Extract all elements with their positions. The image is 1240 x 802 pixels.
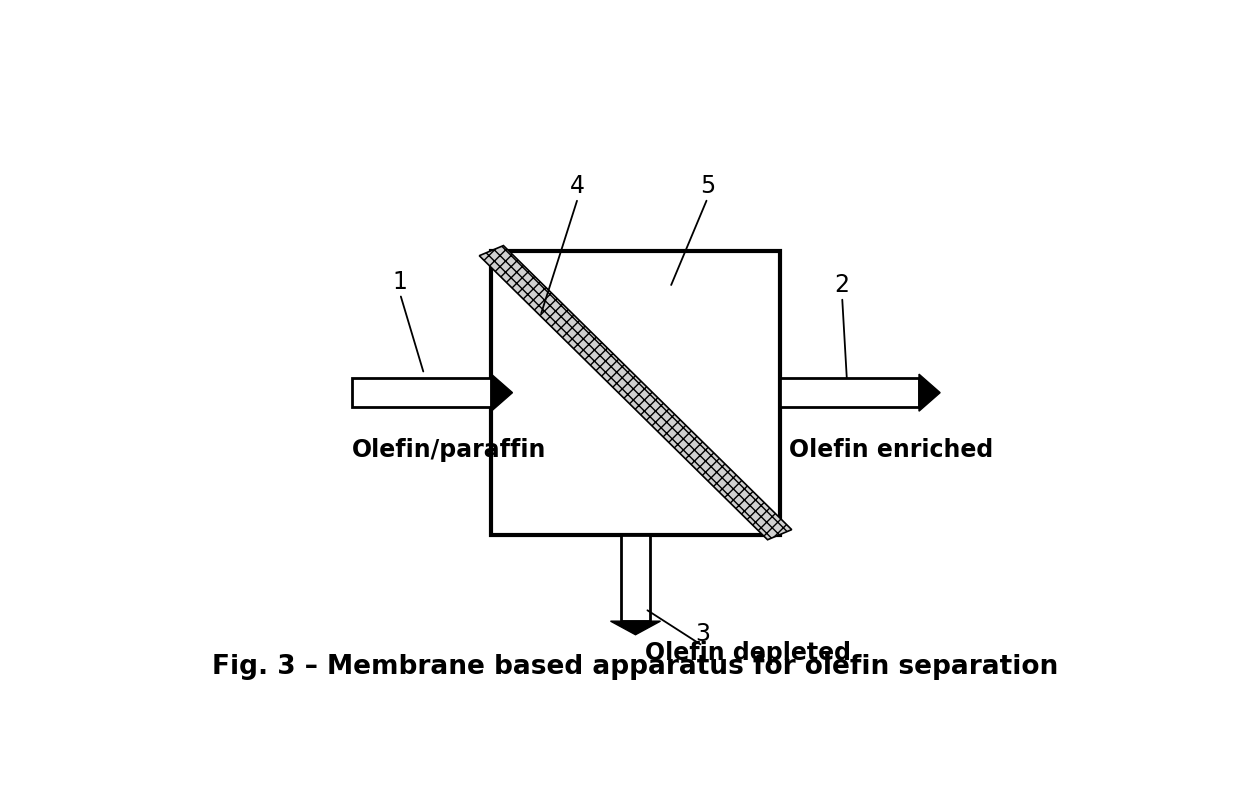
Text: 2: 2 <box>835 273 849 297</box>
Text: Olefin depleted: Olefin depleted <box>645 641 851 665</box>
Text: 5: 5 <box>699 174 715 198</box>
Polygon shape <box>610 621 661 634</box>
Polygon shape <box>491 374 512 411</box>
Polygon shape <box>919 374 940 411</box>
Bar <box>491 250 780 535</box>
Bar <box>352 379 491 407</box>
Text: Fig. 3 – Membrane based apparatus for olefin separation: Fig. 3 – Membrane based apparatus for ol… <box>212 654 1059 680</box>
Bar <box>621 535 650 621</box>
Text: 1: 1 <box>393 269 408 294</box>
Bar <box>780 379 919 407</box>
Text: Olefin enriched: Olefin enriched <box>789 438 993 462</box>
Text: 4: 4 <box>570 174 585 198</box>
Polygon shape <box>480 245 791 540</box>
Text: 3: 3 <box>696 622 711 646</box>
Text: Olefin/paraffin: Olefin/paraffin <box>352 438 547 462</box>
